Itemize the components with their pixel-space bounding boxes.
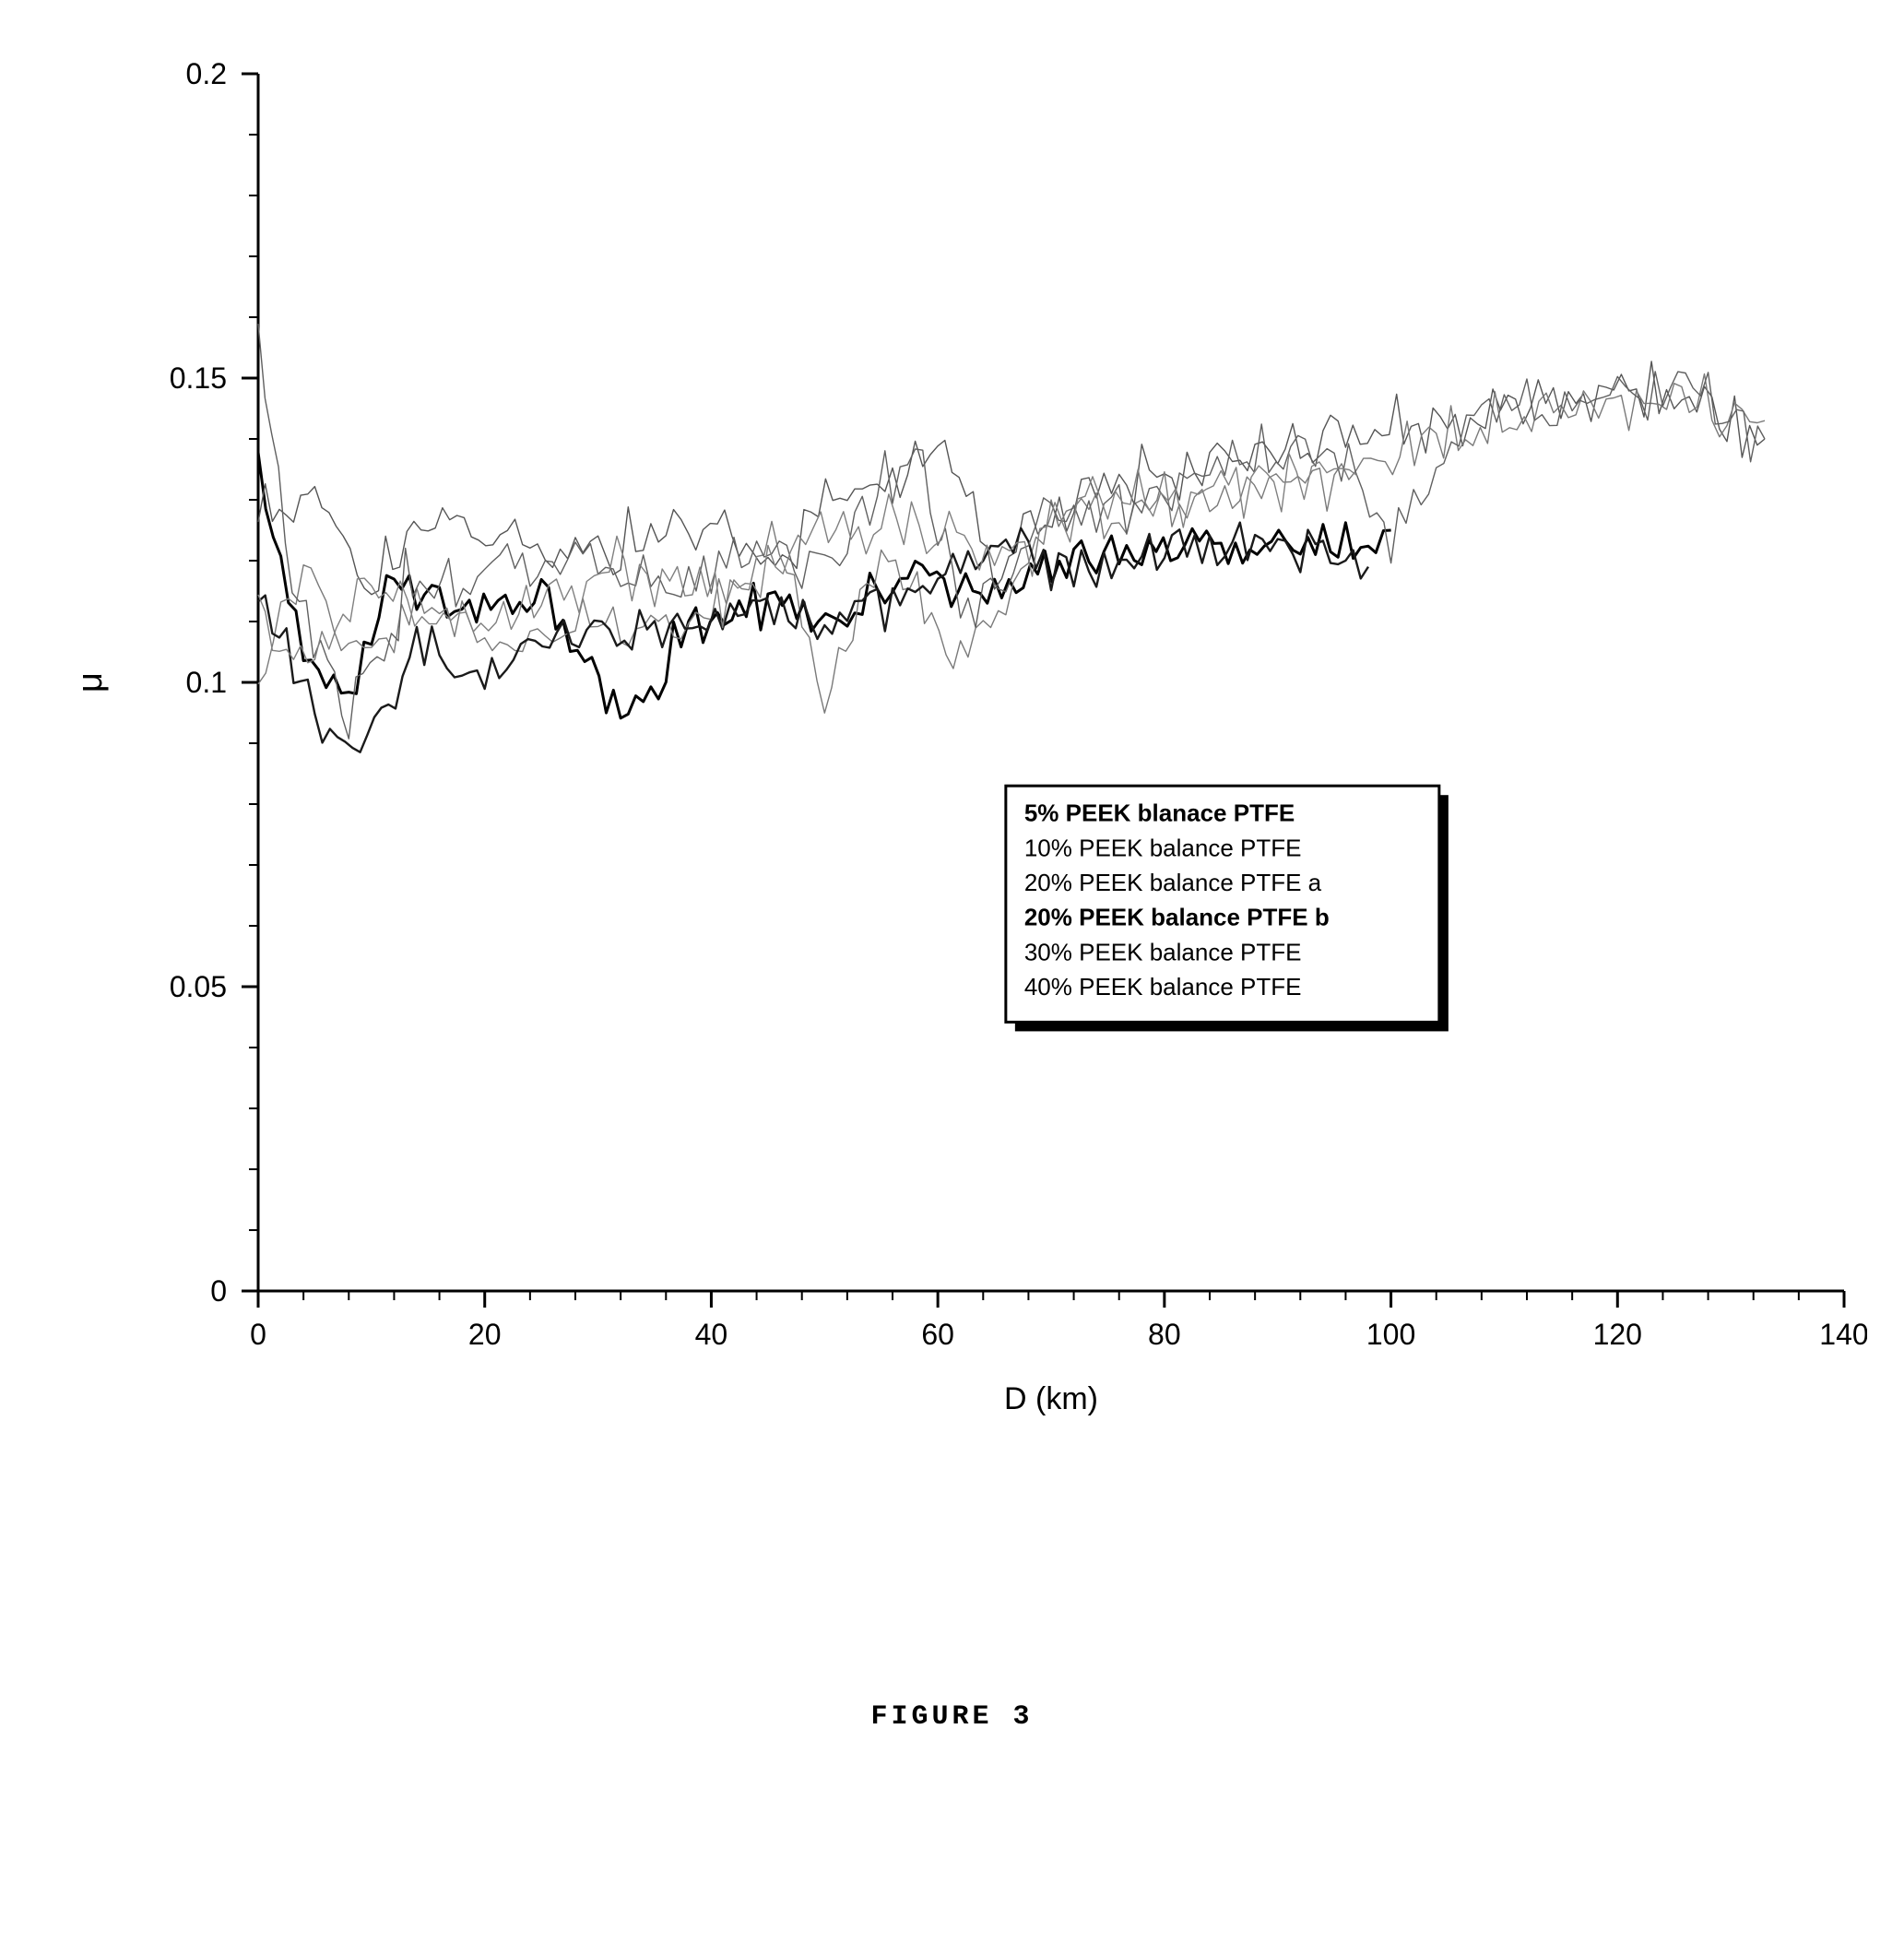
friction-chart: 0 20 40 60 80 100 120 140 0 0.05 0.1 0.15 0.2 D (km) μ… bbox=[37, 37, 1867, 1439]
legend-item: 10% PEEK balance PTFE bbox=[1024, 834, 1302, 861]
svg-text:0: 0 bbox=[250, 1318, 266, 1351]
svg-text:0.1: 0.1 bbox=[186, 666, 227, 699]
svg-text:120: 120 bbox=[1593, 1318, 1642, 1351]
figure-caption: FIGURE 3 bbox=[37, 1701, 1867, 1733]
svg-text:80: 80 bbox=[1148, 1318, 1181, 1351]
legend-item: 20% PEEK balance PTFE b bbox=[1024, 904, 1330, 931]
svg-text:140: 140 bbox=[1819, 1318, 1867, 1351]
legend-item: 5% PEEK blanace PTFE bbox=[1024, 799, 1295, 827]
svg-text:D (km): D (km) bbox=[1004, 1381, 1098, 1416]
legend-item: 40% PEEK balance PTFE bbox=[1024, 973, 1302, 1001]
svg-text:60: 60 bbox=[921, 1318, 954, 1351]
legend-item: 30% PEEK balance PTFE bbox=[1024, 938, 1302, 965]
legend-item: 20% PEEK balance PTFE a bbox=[1024, 869, 1322, 896]
svg-text:20: 20 bbox=[468, 1318, 502, 1351]
svg-text:μ: μ bbox=[71, 672, 110, 693]
svg-text:0: 0 bbox=[210, 1274, 227, 1308]
svg-text:40: 40 bbox=[695, 1318, 728, 1351]
figure-container: 0 20 40 60 80 100 120 140 0 0.05 0.1 0.15 0.2 D (km) μ… bbox=[37, 37, 1867, 1733]
svg-text:0.05: 0.05 bbox=[170, 970, 227, 1003]
svg-text:0.2: 0.2 bbox=[186, 57, 227, 90]
svg-text:0.15: 0.15 bbox=[170, 361, 227, 395]
svg-text:100: 100 bbox=[1366, 1318, 1415, 1351]
